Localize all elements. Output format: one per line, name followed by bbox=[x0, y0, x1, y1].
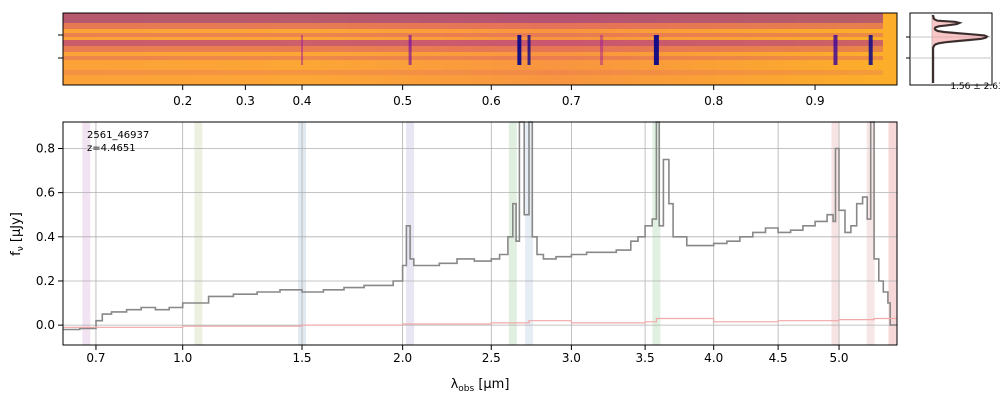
x-tick-label-8: 4.5 bbox=[769, 351, 788, 365]
heatmap-row-4 bbox=[63, 46, 883, 52]
profile-panel: 1.56 ± 2.63 bbox=[906, 12, 1000, 92]
heatmap-line-2 bbox=[527, 35, 531, 65]
heatmap-row-3 bbox=[63, 40, 883, 46]
top-tick-label-3: 0.5 bbox=[393, 94, 412, 108]
line-band-0 bbox=[82, 122, 91, 345]
line-band-7 bbox=[831, 122, 840, 345]
heatmap-row-1 bbox=[63, 23, 883, 29]
x-axis-label: λobs [μm] bbox=[451, 377, 510, 394]
heatmap-row-2 bbox=[63, 33, 883, 37]
profile-data-line bbox=[932, 15, 989, 83]
heatmap-row-5 bbox=[63, 56, 883, 60]
heatmap-absorption-lines bbox=[301, 35, 873, 65]
redshift-annotation: z=4.4651 bbox=[87, 143, 136, 154]
top-tick-label-7: 0.9 bbox=[806, 94, 825, 108]
y-tick-label-2: 0.4 bbox=[36, 230, 55, 244]
x-tick-label-0: 0.7 bbox=[86, 351, 105, 365]
plot-frame bbox=[62, 121, 898, 346]
heatmap-line-6 bbox=[301, 35, 304, 65]
x-tick-label-2: 1.5 bbox=[292, 351, 311, 365]
heatmap-right-strip bbox=[883, 13, 897, 85]
line-band-9 bbox=[888, 122, 897, 345]
top-tick-label-1: 0.3 bbox=[236, 94, 255, 108]
series-line-0 bbox=[63, 121, 897, 331]
y-tick-label-4: 0.8 bbox=[36, 141, 55, 155]
heatmap-line-4 bbox=[833, 35, 838, 65]
y-tick-label-0: 0.0 bbox=[36, 318, 55, 332]
x-tick-label-7: 4.0 bbox=[704, 351, 723, 365]
heatmap-background bbox=[63, 13, 883, 85]
top-tick-label-6: 0.8 bbox=[704, 94, 723, 108]
x-tick-label-6: 3.5 bbox=[636, 351, 655, 365]
line-band-6 bbox=[652, 122, 661, 345]
line-band-5 bbox=[525, 122, 534, 345]
heatmap-rows bbox=[63, 13, 883, 75]
x-tick-label-3: 2.0 bbox=[393, 351, 412, 365]
profile-content bbox=[906, 13, 992, 85]
heatmap-line-7 bbox=[600, 35, 604, 65]
x-tick-label-4: 2.5 bbox=[482, 351, 501, 365]
y-axis-label: fν [μJy] bbox=[9, 212, 26, 256]
top-tick-label-4: 0.6 bbox=[482, 94, 501, 108]
x-tick-label-9: 5.0 bbox=[829, 351, 848, 365]
spectrum-series bbox=[63, 121, 897, 331]
line-band-8 bbox=[866, 122, 875, 345]
heatmap-frame bbox=[62, 12, 898, 86]
profile-label: 1.56 ± 2.63 bbox=[950, 82, 1000, 92]
top-tick-label-5: 0.7 bbox=[562, 94, 581, 108]
y-tick-label-1: 0.2 bbox=[36, 274, 55, 288]
x-axis-ticks: 0.7 1.0 1.5 2.0 2.5 3.0 3.5 4.0 4.5 5.0 bbox=[86, 345, 849, 365]
spectrum-2d-panel: 0.2 0.3 0.4 0.5 0.6 0.7 0.8 0.9 bbox=[58, 12, 898, 108]
x-tick-label-1: 1.0 bbox=[173, 351, 192, 365]
spectrum-1d-panel: 0.7 1.0 1.5 2.0 2.5 3.0 3.5 4.0 4.5 5.0 0.0 0.2 0.4… bbox=[9, 121, 898, 394]
y-axis-ticks: 0.0 0.2 0.4 0.6 0.8 bbox=[36, 141, 63, 332]
object-id-annotation: 2561_46937 bbox=[87, 130, 149, 141]
x-tick-label-5: 3.0 bbox=[562, 351, 581, 365]
line-band-1 bbox=[194, 122, 203, 345]
heatmap-row-0 bbox=[63, 13, 883, 23]
top-tick-label-2: 0.4 bbox=[292, 94, 311, 108]
top-tick-label-0: 0.2 bbox=[173, 94, 192, 108]
heatmap-line-0 bbox=[408, 35, 412, 65]
gridlines bbox=[63, 122, 897, 345]
heatmap-line-5 bbox=[868, 35, 873, 65]
heatmap-line-1 bbox=[517, 35, 522, 65]
plot-area bbox=[63, 122, 897, 345]
heatmap-line-3 bbox=[653, 35, 659, 65]
y-tick-label-3: 0.6 bbox=[36, 186, 55, 200]
series-line-1 bbox=[63, 317, 897, 328]
top-axis-ticks: 0.2 0.3 0.4 0.5 0.6 0.7 0.8 0.9 bbox=[58, 34, 825, 108]
heatmap-row-6 bbox=[63, 70, 883, 75]
